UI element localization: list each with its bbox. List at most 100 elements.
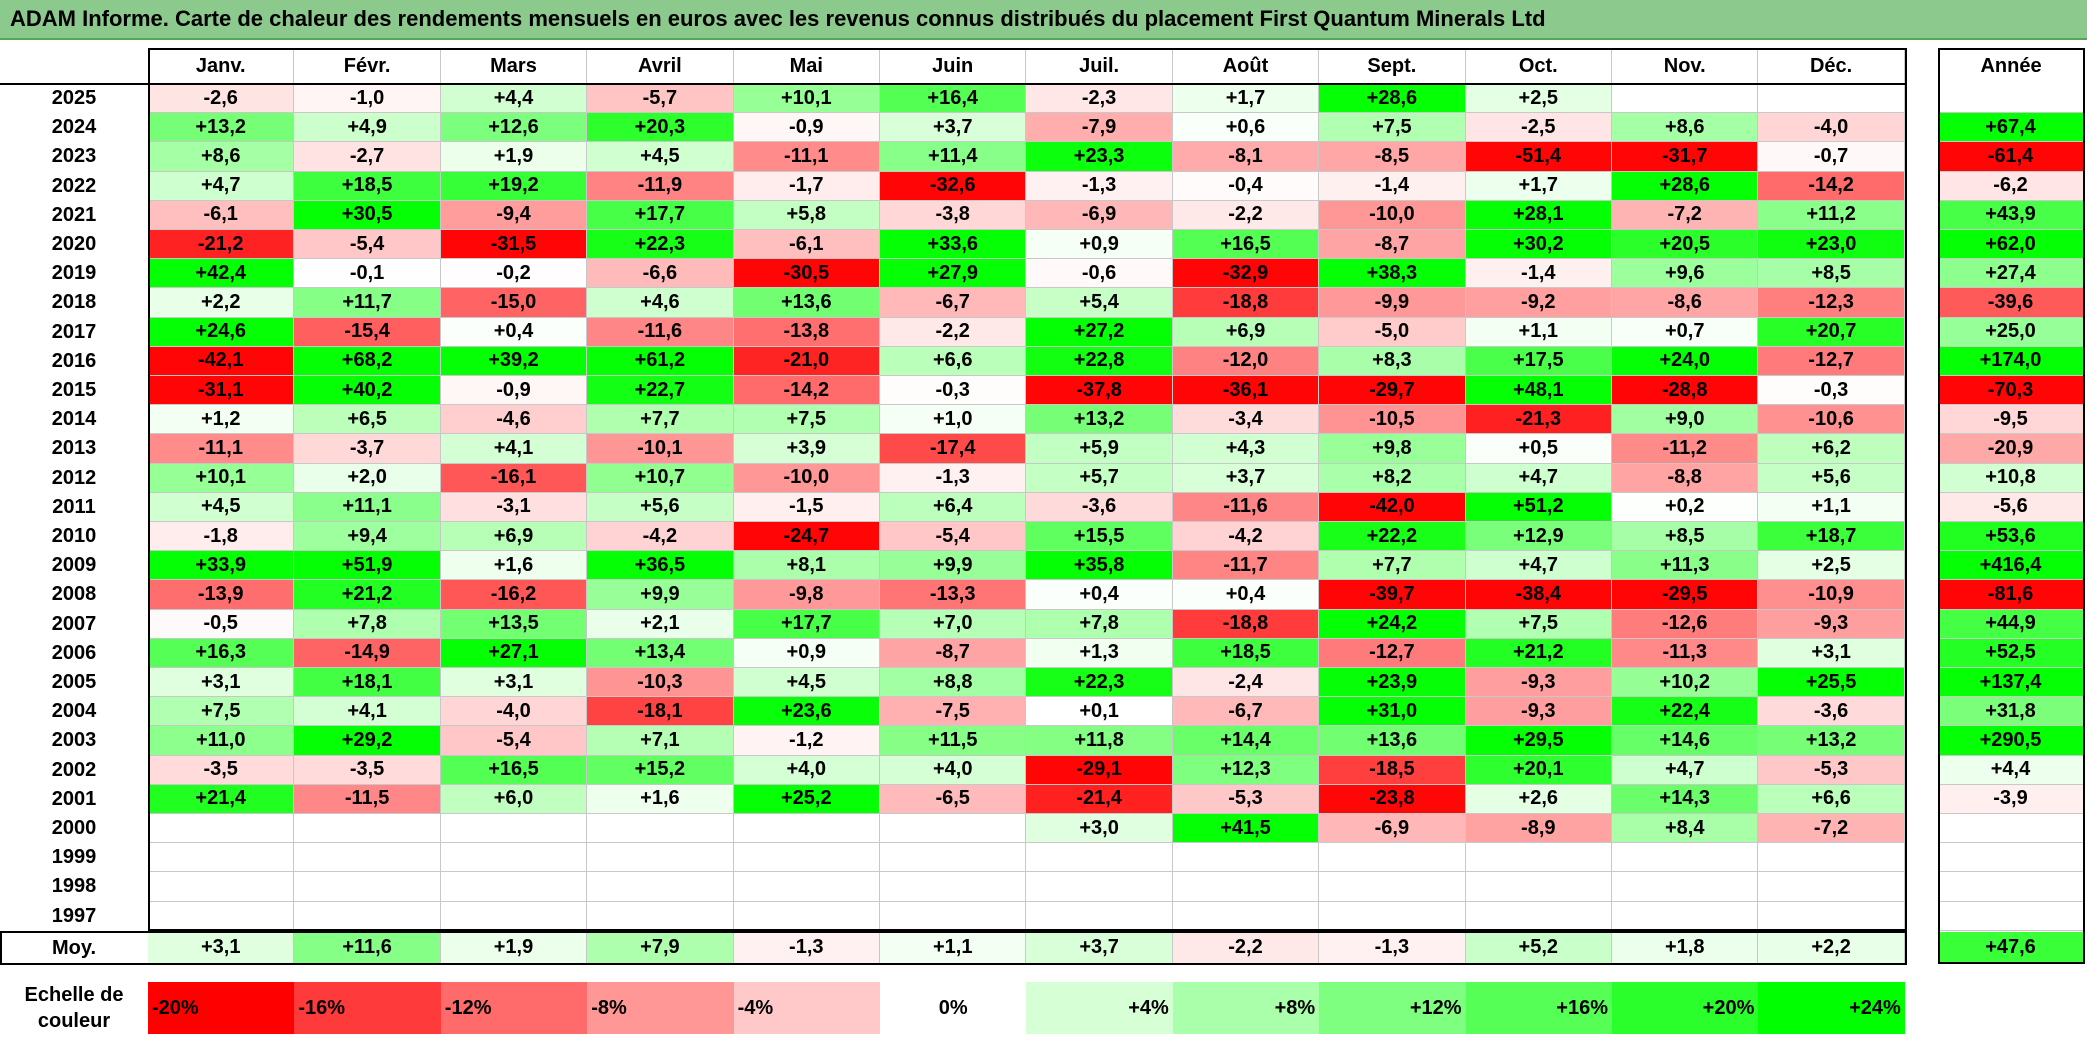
- heatmap-cell: -11,5: [294, 784, 441, 814]
- heatmap-cell: +10,1: [148, 463, 295, 493]
- heatmap-cell: -0,6: [1026, 259, 1173, 289]
- heatmap-cell: +4,3: [1172, 434, 1320, 464]
- heatmap-cell: -1,7: [733, 171, 880, 201]
- heatmap-cell: -11,9: [587, 171, 734, 201]
- month-header: Juin: [880, 48, 1027, 84]
- heatmap-cell: +13,6: [1319, 726, 1466, 756]
- heatmap-cell: +4,5: [733, 668, 880, 698]
- average-cell: +11,6: [294, 932, 441, 964]
- heatmap-cell: +11,4: [880, 142, 1027, 172]
- heatmap-cell: +0,4: [440, 317, 588, 347]
- heatmap-cell: +2,2: [148, 288, 295, 318]
- heatmap-cell: +3,1: [440, 668, 588, 698]
- heatmap-cell: +0,4: [1172, 580, 1320, 610]
- annual-cell: +43,9: [1938, 200, 2084, 230]
- annual-cell: [1938, 843, 2084, 873]
- heatmap-cell: +18,5: [294, 171, 441, 201]
- heatmap-cell: +27,1: [440, 638, 588, 668]
- heatmap-cell: -8,9: [1465, 814, 1612, 844]
- heatmap-cell: -0,7: [1758, 142, 1905, 172]
- heatmap-cell: -10,3: [587, 668, 734, 698]
- heatmap-cell: -11,7: [1172, 551, 1320, 581]
- year-label: 2002: [51, 758, 97, 781]
- heatmap-cell: -1,4: [1319, 171, 1466, 201]
- heatmap-cell: +5,9: [1026, 434, 1173, 464]
- heatmap-cell: +0,9: [733, 638, 880, 668]
- month-header: Août: [1173, 48, 1320, 84]
- annual-cell: +25,0: [1938, 317, 2084, 347]
- heatmap-cell: +22,4: [1612, 697, 1759, 727]
- heatmap-cell: +4,5: [587, 142, 734, 172]
- heatmap-cell: -4,6: [440, 405, 588, 435]
- heatmap-cell: +22,3: [1026, 668, 1173, 698]
- year-column-header: Année: [1980, 54, 2042, 77]
- color-scale-step: +16%: [1465, 982, 1612, 1034]
- year-label: 2008: [51, 583, 97, 606]
- heatmap-cell: +12,6: [440, 113, 588, 143]
- heatmap-cell: -24,7: [733, 522, 880, 552]
- annual-cell: [1938, 872, 2084, 902]
- heatmap-cell: -10,5: [1319, 405, 1466, 435]
- heatmap-cell: -9,8: [733, 580, 880, 610]
- heatmap-cell: -15,4: [294, 317, 441, 347]
- heatmap-cell: +1,7: [1172, 84, 1320, 114]
- heatmap-cell: +8,6: [1612, 113, 1759, 143]
- heatmap-cell: -51,4: [1465, 142, 1612, 172]
- heatmap-cell: -11,6: [587, 317, 734, 347]
- heatmap-cell: +10,2: [1612, 668, 1759, 698]
- heatmap-cell: +2,1: [587, 609, 734, 639]
- heatmap-cell: -5,4: [880, 522, 1027, 552]
- color-scale-step: 0%: [880, 982, 1027, 1034]
- heatmap-cell: [880, 872, 1027, 902]
- year-label: 1998: [51, 875, 97, 898]
- year-label: 2003: [51, 729, 97, 752]
- heatmap-cell: -21,2: [148, 230, 295, 260]
- year-label: 2022: [51, 174, 97, 197]
- heatmap-cell: +0,5: [1465, 434, 1612, 464]
- annual-cell: +67,4: [1938, 113, 2084, 143]
- heatmap-cell: [1465, 901, 1612, 931]
- heatmap-cell: -5,4: [294, 230, 441, 260]
- heatmap-cell: -4,0: [440, 697, 588, 727]
- heatmap-cell: +14,3: [1612, 784, 1759, 814]
- heatmap-cell: -13,9: [148, 580, 295, 610]
- heatmap-cell: +7,7: [587, 405, 734, 435]
- heatmap-cell: [733, 843, 880, 873]
- color-scale-step: +12%: [1319, 982, 1466, 1034]
- heatmap-cell: -8,7: [880, 638, 1027, 668]
- heatmap-cell: +7,0: [880, 609, 1027, 639]
- heatmap-cell: -18,5: [1319, 755, 1466, 785]
- heatmap-cell: +9,9: [880, 551, 1027, 581]
- heatmap-cell: +0,7: [1612, 317, 1759, 347]
- heatmap-cell: +27,9: [880, 259, 1027, 289]
- heatmap-cell: [1319, 872, 1466, 902]
- heatmap-cell: +20,7: [1758, 317, 1905, 347]
- heatmap-cell: [148, 901, 295, 931]
- heatmap-cell: -12,7: [1319, 638, 1466, 668]
- heatmap-cell: -6,7: [880, 288, 1027, 318]
- year-label: 2023: [51, 145, 97, 168]
- heatmap-cell: +1,9: [440, 142, 588, 172]
- heatmap-cell: -2,2: [880, 317, 1027, 347]
- year-label: 2024: [51, 116, 97, 139]
- heatmap-cell: -8,8: [1612, 463, 1759, 493]
- heatmap-cell: +7,5: [148, 697, 295, 727]
- year-label: 2017: [51, 320, 97, 343]
- year-label: 2013: [51, 437, 97, 460]
- heatmap-cell: +13,6: [733, 288, 880, 318]
- annual-cell: -6,2: [1938, 171, 2084, 201]
- title-bar: ADAM Informe. Carte de chaleur des rende…: [0, 0, 2087, 40]
- heatmap-cell: -0,3: [1758, 376, 1905, 406]
- heatmap-cell: [880, 843, 1027, 873]
- heatmap-cell: +4,1: [440, 434, 588, 464]
- heatmap-cell: +1,7: [1465, 171, 1612, 201]
- heatmap-cell: +23,9: [1319, 668, 1466, 698]
- heatmap-cell: -6,7: [1172, 697, 1320, 727]
- year-label: 2011: [52, 495, 96, 518]
- heatmap-cell: -0,3: [880, 376, 1027, 406]
- heatmap-cell: [733, 901, 880, 931]
- heatmap-cell: +24,2: [1319, 609, 1466, 639]
- heatmap-cell: +39,2: [440, 346, 588, 376]
- heatmap-cell: [1758, 84, 1905, 114]
- average-label: Moy.: [51, 936, 97, 959]
